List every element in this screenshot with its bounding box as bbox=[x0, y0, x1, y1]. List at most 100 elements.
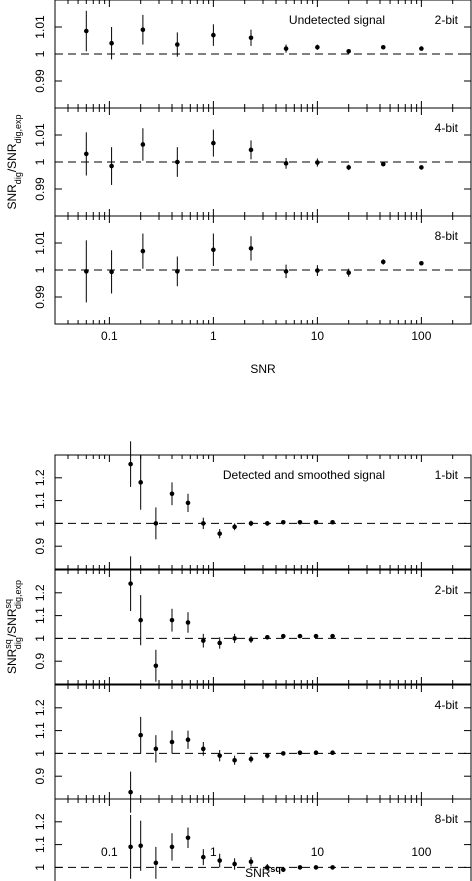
data-point bbox=[297, 750, 303, 756]
y-axis-label-sub: dig bbox=[13, 637, 23, 649]
data-point bbox=[138, 732, 143, 738]
y-axis-label-sup2: sq bbox=[3, 599, 13, 609]
data-point bbox=[265, 753, 270, 758]
y-tick-label: 0.9 bbox=[33, 768, 47, 785]
panel-frame bbox=[54, 684, 472, 800]
data-point bbox=[140, 27, 146, 32]
data-point bbox=[283, 269, 289, 274]
data-point bbox=[211, 247, 216, 253]
y-tick-label: 1.01 bbox=[33, 231, 47, 255]
data-point bbox=[280, 519, 286, 525]
data-point bbox=[232, 636, 237, 641]
x-tick-label: 10 bbox=[311, 845, 325, 859]
data-point bbox=[315, 44, 320, 50]
y-tick-label: 1 bbox=[33, 266, 47, 273]
data-point bbox=[265, 521, 270, 526]
data-point bbox=[128, 581, 133, 586]
data-point bbox=[175, 42, 180, 47]
data-point bbox=[109, 40, 114, 46]
data-point bbox=[248, 246, 254, 251]
data-point bbox=[153, 521, 159, 526]
y-tick-label: 1.2 bbox=[33, 699, 47, 716]
data-point bbox=[217, 753, 222, 758]
y-tick-label: 0.99 bbox=[33, 69, 47, 93]
x-axis-label-text: SNR bbox=[250, 362, 276, 376]
data-point bbox=[185, 620, 191, 625]
panel-4-bit: 0.9 1 1.1 1.2 4-bit bbox=[33, 684, 472, 813]
x-axis-label-sup: sq bbox=[270, 864, 281, 874]
data-point bbox=[232, 861, 237, 867]
data-point bbox=[248, 35, 254, 41]
data-point bbox=[138, 617, 143, 623]
y-axis-label-main: SNR bbox=[5, 648, 19, 674]
data-point bbox=[138, 480, 143, 485]
data-point bbox=[419, 165, 424, 170]
y-tick-label: 1.1 bbox=[33, 836, 47, 853]
data-point bbox=[248, 859, 254, 864]
chart-1: 0.99 1 1.01 2-bit Undetected signal 0.99 1 1.01… bbox=[5, 0, 472, 376]
data-point bbox=[169, 844, 175, 850]
data-point bbox=[109, 269, 114, 275]
y-tick-label: 1 bbox=[33, 50, 47, 57]
data-point bbox=[330, 519, 335, 525]
x-axis-label: SNRsq bbox=[245, 864, 281, 880]
y-tick-label: 1.2 bbox=[33, 813, 47, 830]
data-point bbox=[313, 633, 319, 639]
panel-2-bit: 0.9 1 1.1 1.2 2-bit bbox=[33, 556, 472, 685]
data-point bbox=[185, 500, 191, 506]
data-point bbox=[313, 750, 319, 756]
data-point bbox=[330, 633, 335, 639]
y-axis-label-sub2: dig,exp bbox=[13, 580, 23, 609]
data-point bbox=[169, 491, 175, 497]
data-point bbox=[315, 160, 320, 165]
y-tick-label: 0.99 bbox=[33, 177, 47, 201]
y-tick-label: 0.9 bbox=[33, 653, 47, 670]
data-point bbox=[217, 640, 222, 646]
data-point bbox=[313, 865, 319, 870]
data-point bbox=[84, 28, 89, 34]
data-point bbox=[138, 843, 143, 849]
panel-label: 2-bit bbox=[435, 583, 459, 597]
data-point bbox=[201, 746, 206, 752]
data-point bbox=[380, 161, 386, 167]
data-point bbox=[211, 32, 216, 38]
data-point bbox=[84, 151, 89, 157]
panel-1-bit: 0.9 1 1.1 1.2 1-bit Detected and smoothed sig… bbox=[33, 441, 472, 570]
y-tick-label: 1 bbox=[33, 158, 47, 165]
data-point bbox=[419, 260, 424, 266]
data-point bbox=[185, 737, 191, 743]
data-point bbox=[297, 519, 303, 525]
data-point bbox=[140, 142, 146, 147]
y-axis-label-sub: dig bbox=[13, 172, 23, 184]
data-point bbox=[380, 259, 386, 265]
data-point bbox=[169, 739, 175, 745]
y-tick-label: 1.2 bbox=[33, 469, 47, 486]
y-axis-label-sep: /SNR bbox=[5, 608, 19, 637]
data-point bbox=[380, 44, 386, 50]
data-point bbox=[201, 854, 206, 860]
data-point bbox=[248, 756, 254, 762]
panel-8-bit: 0.99 1 1.01 8-bit bbox=[33, 215, 472, 325]
data-point bbox=[346, 49, 351, 54]
data-point bbox=[84, 269, 89, 274]
data-point bbox=[232, 524, 237, 530]
data-point bbox=[280, 751, 286, 756]
data-point bbox=[297, 865, 303, 870]
x-tick-label: 100 bbox=[411, 845, 431, 859]
data-point bbox=[175, 269, 180, 274]
x-tick-label: 0.1 bbox=[101, 845, 118, 859]
panel-8-bit: 0.911.11.28-bit bbox=[33, 798, 472, 881]
y-axis-label-main: SNR bbox=[5, 184, 19, 210]
data-point bbox=[283, 46, 289, 51]
y-tick-label: 0.99 bbox=[33, 285, 47, 309]
panel-label: 1-bit bbox=[435, 468, 459, 482]
y-tick-label: 1.01 bbox=[33, 123, 47, 147]
panel-frame bbox=[54, 569, 472, 685]
data-point bbox=[346, 270, 351, 276]
y-tick-label: 1.1 bbox=[33, 722, 47, 739]
data-point bbox=[346, 165, 351, 170]
panel-label: 8-bit bbox=[435, 812, 459, 826]
x-tick-label: 1 bbox=[210, 845, 217, 859]
data-point bbox=[128, 844, 133, 850]
